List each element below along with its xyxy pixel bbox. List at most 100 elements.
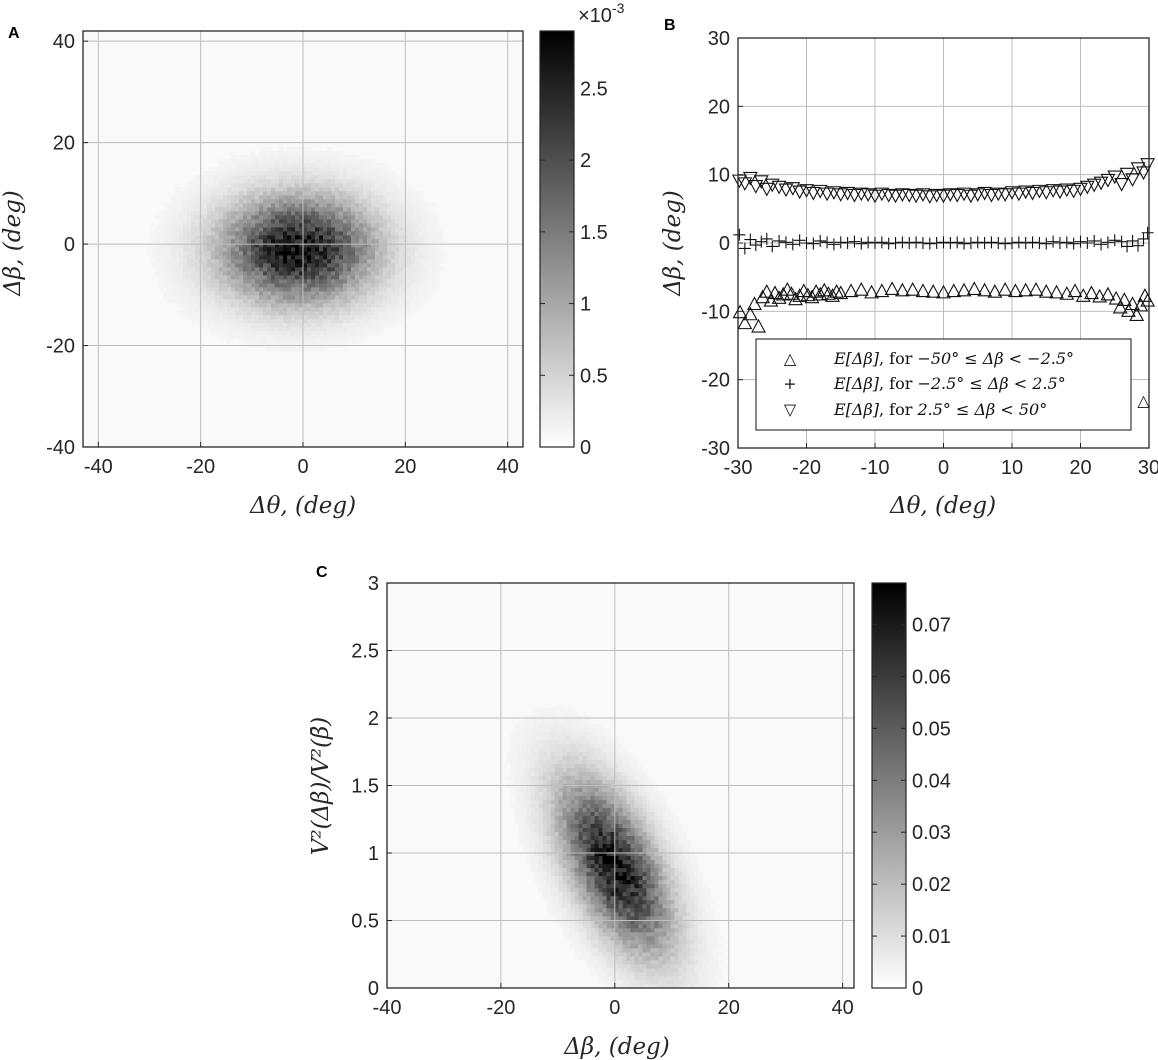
heatmap-cell [590, 859, 595, 865]
heatmap-cell [558, 855, 564, 861]
heatmap-cell [626, 775, 631, 780]
heatmap-cell [630, 983, 635, 989]
heatmap-cell [283, 347, 288, 352]
heatmap-cell [291, 151, 296, 156]
heatmap-cell [610, 859, 615, 865]
heatmap-cell [255, 299, 260, 304]
heatmap-cell [395, 303, 400, 308]
heatmap-cell [367, 327, 372, 332]
heatmap-cell [215, 279, 220, 284]
heatmap-cell [443, 239, 448, 244]
heatmap-cell [598, 843, 603, 849]
heatmap-cell [287, 267, 292, 272]
heatmap-cell [622, 935, 627, 941]
heatmap-cell [590, 923, 595, 929]
heatmap-cell [199, 263, 204, 268]
heatmap-cell [630, 855, 635, 861]
heatmap-cell [215, 239, 220, 244]
heatmap-cell [530, 843, 536, 849]
heatmap-cell [602, 739, 607, 744]
heatmap-cell [518, 731, 524, 736]
heatmap-cell [439, 231, 444, 236]
heatmap-cell [327, 335, 332, 340]
heatmap-cell [295, 283, 300, 288]
heatmap-cell [550, 763, 556, 768]
heatmap-cell [251, 179, 256, 184]
heatmap-cell [263, 151, 268, 156]
heatmap-cell [243, 291, 248, 296]
heatmap-cell [526, 859, 532, 865]
heatmap-cell [379, 239, 384, 244]
heatmap-cell [275, 191, 280, 196]
heatmap-cell [207, 287, 212, 292]
heatmap-cell [634, 851, 639, 857]
heatmap-cell [355, 215, 360, 220]
heatmap-cell [630, 791, 635, 796]
heatmap-cell [407, 271, 412, 276]
heatmap-cell [622, 979, 627, 985]
heatmap-cell [339, 251, 344, 256]
heatmap-cell [542, 879, 548, 885]
heatmap-cell [538, 707, 544, 712]
heatmap-cell [383, 323, 388, 328]
heatmap-cell [187, 215, 192, 220]
heatmap-cell [387, 211, 392, 216]
heatmap-cell [371, 231, 376, 236]
heatmap-cell [375, 191, 380, 196]
heatmap-cell [351, 239, 356, 244]
heatmap-cell [439, 235, 444, 240]
heatmap-cell [407, 223, 412, 228]
heatmap-cell [347, 191, 352, 196]
heatmap-cell [411, 263, 416, 268]
heatmap-cell [606, 727, 611, 732]
heatmap-cell [558, 891, 564, 897]
heatmap-cell [371, 271, 376, 276]
heatmap-cell [243, 287, 248, 292]
heatmap-cell [367, 183, 372, 188]
marker-triangle-down [1073, 182, 1088, 197]
heatmap-cell [439, 251, 444, 256]
legend-label-1: E[Δβ], for −50° ≤ Δβ < −2.5° [833, 349, 1074, 368]
heatmap-cell [590, 931, 595, 937]
heatmap-cell [570, 875, 575, 881]
heatmap-cell [383, 247, 388, 252]
heatmap-cell [626, 807, 631, 812]
heatmap-cell [227, 175, 232, 180]
heatmap-cell [275, 283, 280, 288]
heatmap-cell [243, 279, 248, 284]
heatmap-cell [594, 839, 599, 845]
heatmap-cell [303, 319, 308, 324]
heatmap-cell [191, 243, 196, 248]
heatmap-cell [291, 271, 296, 276]
heatmap-cell [626, 823, 631, 828]
heatmap-cell [323, 291, 328, 296]
heatmap-cell [590, 803, 595, 808]
heatmap-cell [223, 175, 228, 180]
heatmap-cell [566, 867, 572, 873]
heatmap-cell [522, 839, 528, 845]
heatmap-cell [622, 915, 627, 921]
heatmap-cell [187, 187, 192, 192]
heatmap-cell [363, 279, 368, 284]
heatmap-cell [506, 759, 512, 764]
heatmap-cell [634, 831, 639, 837]
heatmap-cell [351, 231, 356, 236]
heatmap-cell [586, 939, 591, 945]
heatmap-cell [606, 859, 611, 865]
heatmap-cell [199, 231, 204, 236]
heatmap-cell [514, 751, 520, 756]
heatmap-cell [319, 287, 324, 292]
heatmap-cell [359, 335, 364, 340]
heatmap-cell [243, 155, 248, 160]
heatmap-cell [590, 847, 595, 853]
heatmap-cell [590, 823, 595, 828]
heatmap-cell [291, 283, 296, 288]
heatmap-cell [562, 875, 568, 881]
heatmap-cell [602, 835, 607, 841]
legend-label-2: E[Δβ], for −2.5° ≤ Δβ < 2.5° [833, 374, 1066, 393]
heatmap-cell [183, 243, 188, 248]
heatmap-cell [538, 763, 544, 768]
heatmap-cell [183, 287, 188, 292]
heatmap-cell [550, 727, 556, 732]
